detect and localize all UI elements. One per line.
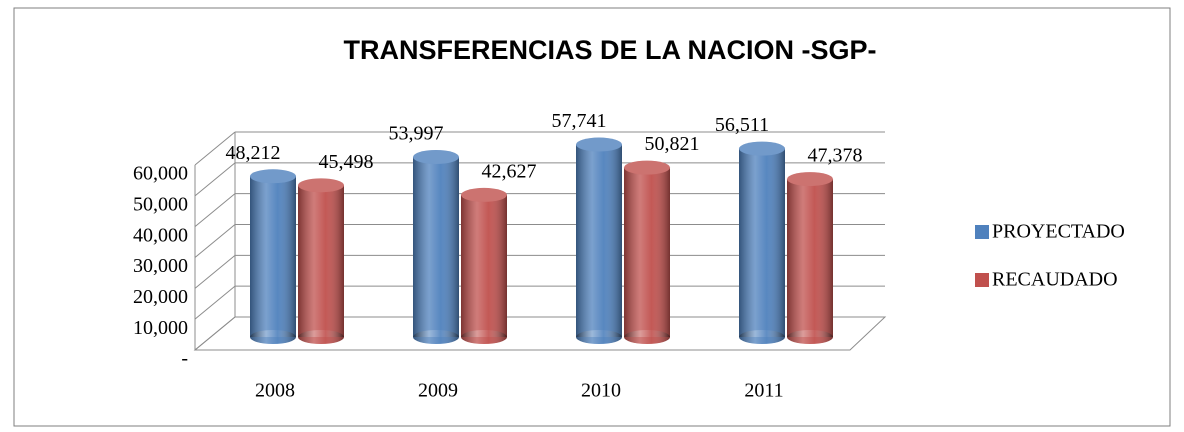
grid-line-side	[194, 162, 236, 197]
cylinder	[787, 172, 833, 344]
grid-line-side	[194, 316, 236, 351]
grid-line-side	[194, 285, 236, 320]
y-tick-label: 20,000	[133, 286, 188, 308]
bar-bottom-shade	[298, 330, 344, 344]
bar-bottom-shade	[461, 330, 507, 344]
x-tick-label: 2008	[255, 380, 295, 402]
bar-top	[413, 150, 459, 165]
bar-top-light	[787, 172, 833, 187]
bar-top-light	[298, 178, 344, 193]
bar-shade	[461, 194, 507, 337]
cylinder	[576, 137, 622, 344]
bar-bottom-shade	[576, 330, 622, 344]
y-tick-label: 10,000	[133, 317, 188, 339]
cylinder	[739, 141, 785, 344]
cylinder	[624, 160, 670, 344]
bar-top	[787, 172, 833, 187]
y-tick-label: 50,000	[133, 193, 188, 215]
bar-bottom-shade	[413, 330, 459, 344]
bar-shade	[624, 167, 670, 337]
x-tick-label: 2009	[418, 380, 458, 402]
chart-title: TRANSFERENCIAS DE LA NACION -SGP-	[343, 35, 876, 65]
bar-top-light	[461, 187, 507, 202]
bar-bottom-shade	[250, 330, 296, 344]
cylinder	[461, 187, 507, 344]
value-label: 47,378	[808, 145, 863, 167]
value-label: 42,627	[482, 161, 537, 183]
bar-top	[576, 137, 622, 152]
value-label: 56,511	[715, 114, 769, 136]
x-tick-label: 2011	[744, 380, 783, 402]
bar-top	[624, 160, 670, 175]
bar-top-light	[250, 169, 296, 184]
cylinder	[298, 178, 344, 344]
legend-label: PROYECTADO	[992, 221, 1125, 243]
y-tick-label: 60,000	[133, 163, 188, 185]
grid-line-side	[194, 224, 236, 258]
bar-top-light	[413, 150, 459, 165]
bar-top	[739, 141, 785, 156]
legend-label: RECAUDADO	[992, 269, 1118, 291]
legend-swatch	[975, 225, 989, 239]
bar-shade	[250, 176, 296, 337]
grid-line-side	[194, 254, 236, 289]
bar-bottom-shade	[739, 330, 785, 344]
bar-bottom-shade	[787, 330, 833, 344]
legend-swatch	[975, 273, 989, 287]
cylinder	[250, 169, 296, 344]
grid-line-side	[194, 131, 236, 166]
grid-line-side	[194, 193, 236, 228]
x-tick-label: 2010	[581, 380, 621, 402]
bar-shade	[739, 148, 785, 337]
bar-shade	[576, 144, 622, 337]
value-label: 50,821	[645, 133, 700, 155]
bar-bottom-shade	[624, 330, 670, 344]
y-tick-label: 40,000	[133, 224, 188, 246]
value-label: 48,212	[226, 142, 281, 164]
y-tick-label: 30,000	[133, 255, 188, 277]
bar-top	[250, 169, 296, 184]
y-tick-label: -	[181, 348, 188, 370]
value-label: 57,741	[552, 110, 607, 132]
value-label: 53,997	[389, 123, 444, 145]
cylinder	[413, 150, 459, 344]
bar-shade	[787, 179, 833, 337]
value-label: 45,498	[319, 151, 374, 173]
bar-top	[461, 187, 507, 202]
bar-shade	[413, 157, 459, 337]
bar-top	[298, 178, 344, 193]
bar-top-light	[576, 137, 622, 152]
bar-top-light	[739, 141, 785, 156]
bar-top-light	[624, 160, 670, 175]
bar-shade	[298, 185, 344, 337]
